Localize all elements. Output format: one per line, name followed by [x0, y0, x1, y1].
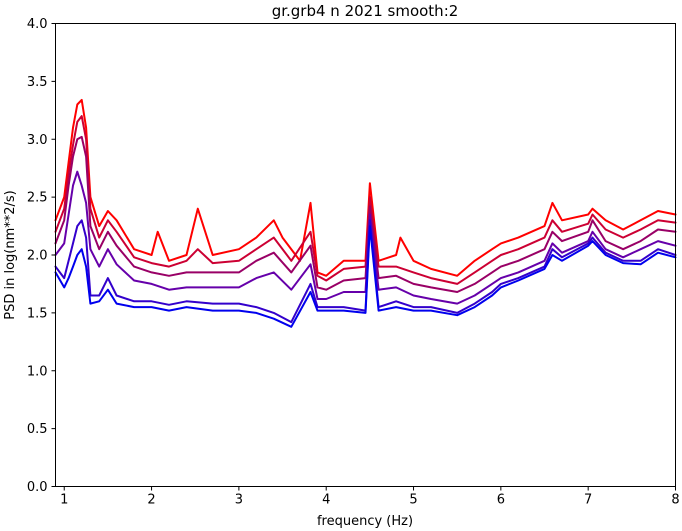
series-line-4 [54, 170, 677, 305]
y-tick-label: 2.5 [27, 191, 48, 206]
y-tick-label: 0.0 [27, 480, 48, 495]
x-axis: 1 2 3 4 5 6 7 8 [60, 486, 680, 508]
y-tick-label: 3.5 [27, 75, 48, 90]
x-tick-label: 6 [497, 493, 505, 508]
series-line-5 [54, 219, 677, 324]
plot-area [54, 98, 677, 328]
x-tick-label: 5 [409, 493, 417, 508]
y-tick-label: 3.0 [27, 133, 48, 148]
x-tick-label: 4 [322, 493, 330, 508]
y-tick-label: 1.5 [27, 306, 48, 321]
y-axis-label: PSD in log(nm**2/s) [3, 190, 18, 320]
y-tick-label: 2.0 [27, 249, 48, 264]
x-tick-label: 7 [584, 493, 592, 508]
x-tick-label: 2 [147, 493, 155, 508]
y-tick-label: 1.0 [27, 364, 48, 379]
chart-title: gr.grb4 n 2021 smooth:2 [272, 2, 459, 20]
y-tick-label: 4.0 [27, 17, 48, 32]
x-tick-label: 8 [671, 493, 679, 508]
series-line-3 [54, 135, 677, 293]
series-line-2 [54, 115, 677, 285]
y-axis: 0.0 0.5 1.0 1.5 2.0 2.5 3.0 3.5 4.0 [27, 17, 56, 495]
x-tick-label: 3 [235, 493, 243, 508]
x-tick-label: 1 [60, 493, 68, 508]
series-line-6 [54, 225, 677, 328]
y-tick-label: 0.5 [27, 422, 48, 437]
x-axis-label: frequency (Hz) [317, 514, 413, 529]
